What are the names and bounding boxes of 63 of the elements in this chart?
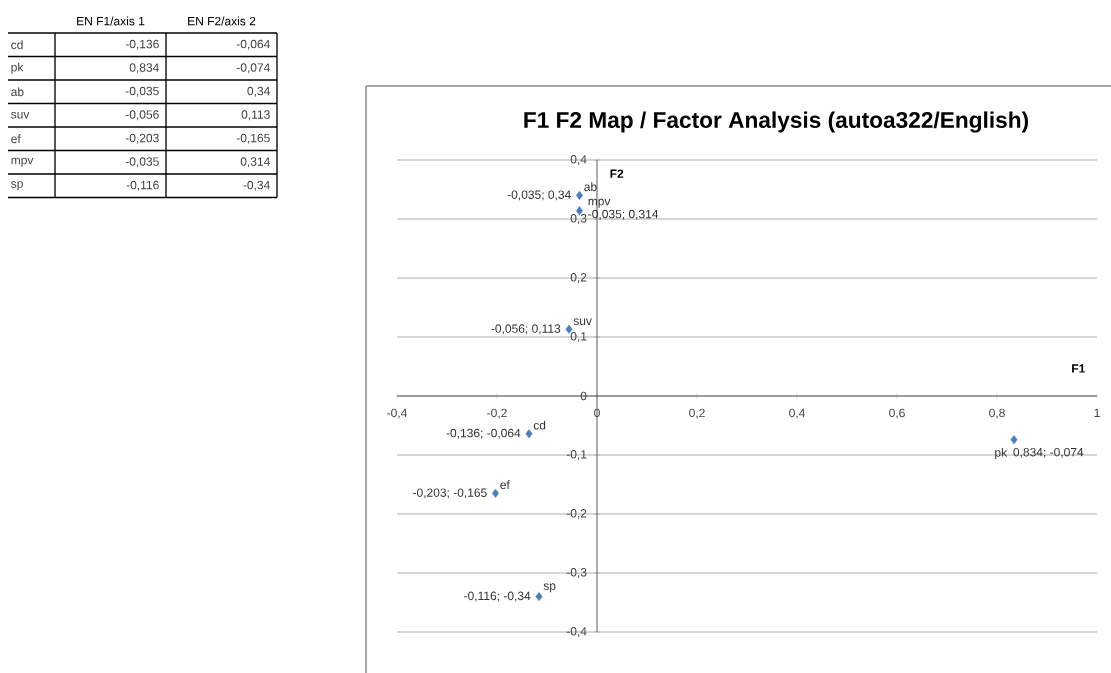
y-tick-label: -0,4 [566, 627, 587, 637]
data-label: 0,834; -0,074 [1013, 447, 1084, 458]
point [492, 488, 499, 498]
data-label: -0,064 [236, 39, 270, 50]
series-label: suv [573, 318, 592, 326]
x-tick-label: 0,4 [789, 408, 805, 419]
data-label: -0,035 [125, 86, 159, 97]
data-label: -0,34 [243, 180, 270, 191]
y-tick-label: 0,3 [570, 214, 587, 224]
y-tick-label: 0,4 [570, 155, 587, 165]
y-tick-label: 0,1 [570, 332, 587, 342]
category-label: ab [11, 87, 24, 97]
category-label: ef [11, 134, 21, 144]
data-label: -0,035; 0,314 [588, 209, 659, 220]
series-label: ef [500, 480, 510, 490]
data-label: -0,056 [125, 110, 159, 121]
data-label: -0,074 [236, 63, 270, 74]
data-label: 0,34 [247, 86, 270, 97]
text: EN F1/axis 1 [77, 16, 145, 26]
series-label: ab [584, 182, 597, 192]
y-tick-label: 0 [580, 391, 587, 401]
y-tick-label: -0,1 [566, 450, 587, 460]
series-label: pk [995, 447, 1008, 460]
y-tick-label: -0,2 [566, 509, 587, 519]
x-axis-title: F1 [1072, 364, 1085, 373]
data-label: -0,203 [125, 133, 159, 144]
x-tick-label: -0,2 [487, 408, 507, 419]
y-axis-title: F2 [610, 169, 624, 178]
category-label: cd [11, 40, 23, 50]
data-label: 0,113 [241, 110, 270, 121]
point [565, 324, 573, 334]
series-label: sp [543, 583, 556, 593]
x-tick-label: 0,2 [689, 408, 705, 419]
category-label: pk [11, 62, 24, 74]
point [535, 592, 543, 602]
x-tick-label: 0,8 [989, 408, 1005, 419]
chart-title: F1 F2 Map / Factor Analysis (autoa322/English) [524, 111, 1029, 133]
category-label: sp [11, 181, 23, 191]
series-label: mpv [588, 198, 611, 208]
y-tick-label: -0,3 [566, 568, 587, 578]
text: EN F2/axis 2 [188, 16, 256, 26]
data-label: -0,056; 0,113 [491, 324, 561, 335]
data-label: -0,035; 0,34 [507, 190, 571, 201]
data-label: -0,136; -0,064 [446, 428, 521, 439]
point [1010, 435, 1018, 445]
data-label: -0,116 [126, 180, 159, 191]
data-label: 0,834 [129, 63, 159, 74]
data-label: -0,035 [125, 157, 159, 168]
data-label: -0,136 [125, 39, 159, 50]
data-label: -0,165 [236, 133, 270, 144]
category-label: suv [11, 111, 30, 119]
x-tick-label: 1 [1094, 408, 1100, 417]
point [525, 429, 533, 439]
x-tick-label: 0,6 [889, 408, 905, 419]
point [576, 190, 583, 200]
category-label: mpv [11, 157, 34, 167]
data-label: 0,314 [240, 157, 270, 168]
data-label: -0,203; -0,165 [413, 488, 487, 499]
x-tick-label: -0,4 [387, 408, 407, 419]
series-label: cd [533, 420, 546, 430]
x-tick-label: 0 [594, 408, 600, 418]
data-label: -0,116; -0,34 [464, 591, 531, 602]
y-tick-label: 0,2 [570, 273, 587, 283]
